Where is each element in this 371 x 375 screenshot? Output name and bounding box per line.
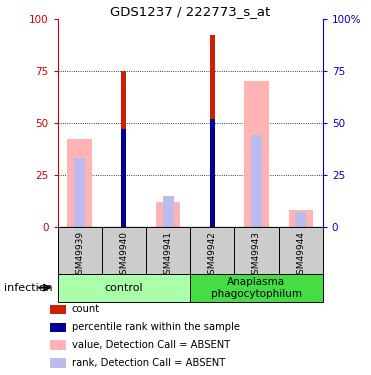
Bar bbox=[50, 322, 66, 332]
Bar bbox=[190, 274, 323, 302]
Title: GDS1237 / 222773_s_at: GDS1237 / 222773_s_at bbox=[110, 4, 270, 18]
Text: infection: infection bbox=[4, 283, 52, 293]
Bar bbox=[146, 227, 190, 274]
Bar bbox=[210, 35, 215, 227]
Text: GSM49939: GSM49939 bbox=[75, 231, 84, 280]
Bar bbox=[58, 274, 190, 302]
Bar bbox=[162, 196, 174, 227]
Bar bbox=[244, 81, 269, 227]
Text: GSM49942: GSM49942 bbox=[208, 231, 217, 279]
Text: control: control bbox=[105, 283, 143, 293]
Bar bbox=[50, 358, 66, 368]
Text: GSM49943: GSM49943 bbox=[252, 231, 261, 280]
Bar bbox=[102, 227, 146, 274]
Text: GSM49944: GSM49944 bbox=[296, 231, 305, 279]
Bar bbox=[234, 227, 279, 274]
Text: GSM49940: GSM49940 bbox=[119, 231, 128, 280]
Bar bbox=[156, 202, 180, 227]
Text: Anaplasma
phagocytophilum: Anaplasma phagocytophilum bbox=[211, 277, 302, 299]
Text: value, Detection Call = ABSENT: value, Detection Call = ABSENT bbox=[72, 340, 230, 350]
Bar bbox=[74, 158, 85, 227]
Bar bbox=[121, 129, 127, 227]
Bar bbox=[50, 340, 66, 350]
Bar bbox=[121, 71, 127, 227]
Bar bbox=[210, 118, 215, 227]
Text: GSM49941: GSM49941 bbox=[164, 231, 173, 280]
Bar bbox=[58, 227, 102, 274]
Bar bbox=[251, 135, 262, 227]
Bar bbox=[190, 227, 234, 274]
Bar bbox=[289, 210, 313, 227]
Text: percentile rank within the sample: percentile rank within the sample bbox=[72, 322, 240, 332]
Bar bbox=[68, 140, 92, 227]
Text: rank, Detection Call = ABSENT: rank, Detection Call = ABSENT bbox=[72, 358, 225, 368]
Bar bbox=[50, 305, 66, 314]
Bar bbox=[279, 227, 323, 274]
Text: count: count bbox=[72, 304, 100, 315]
Bar bbox=[295, 212, 306, 227]
